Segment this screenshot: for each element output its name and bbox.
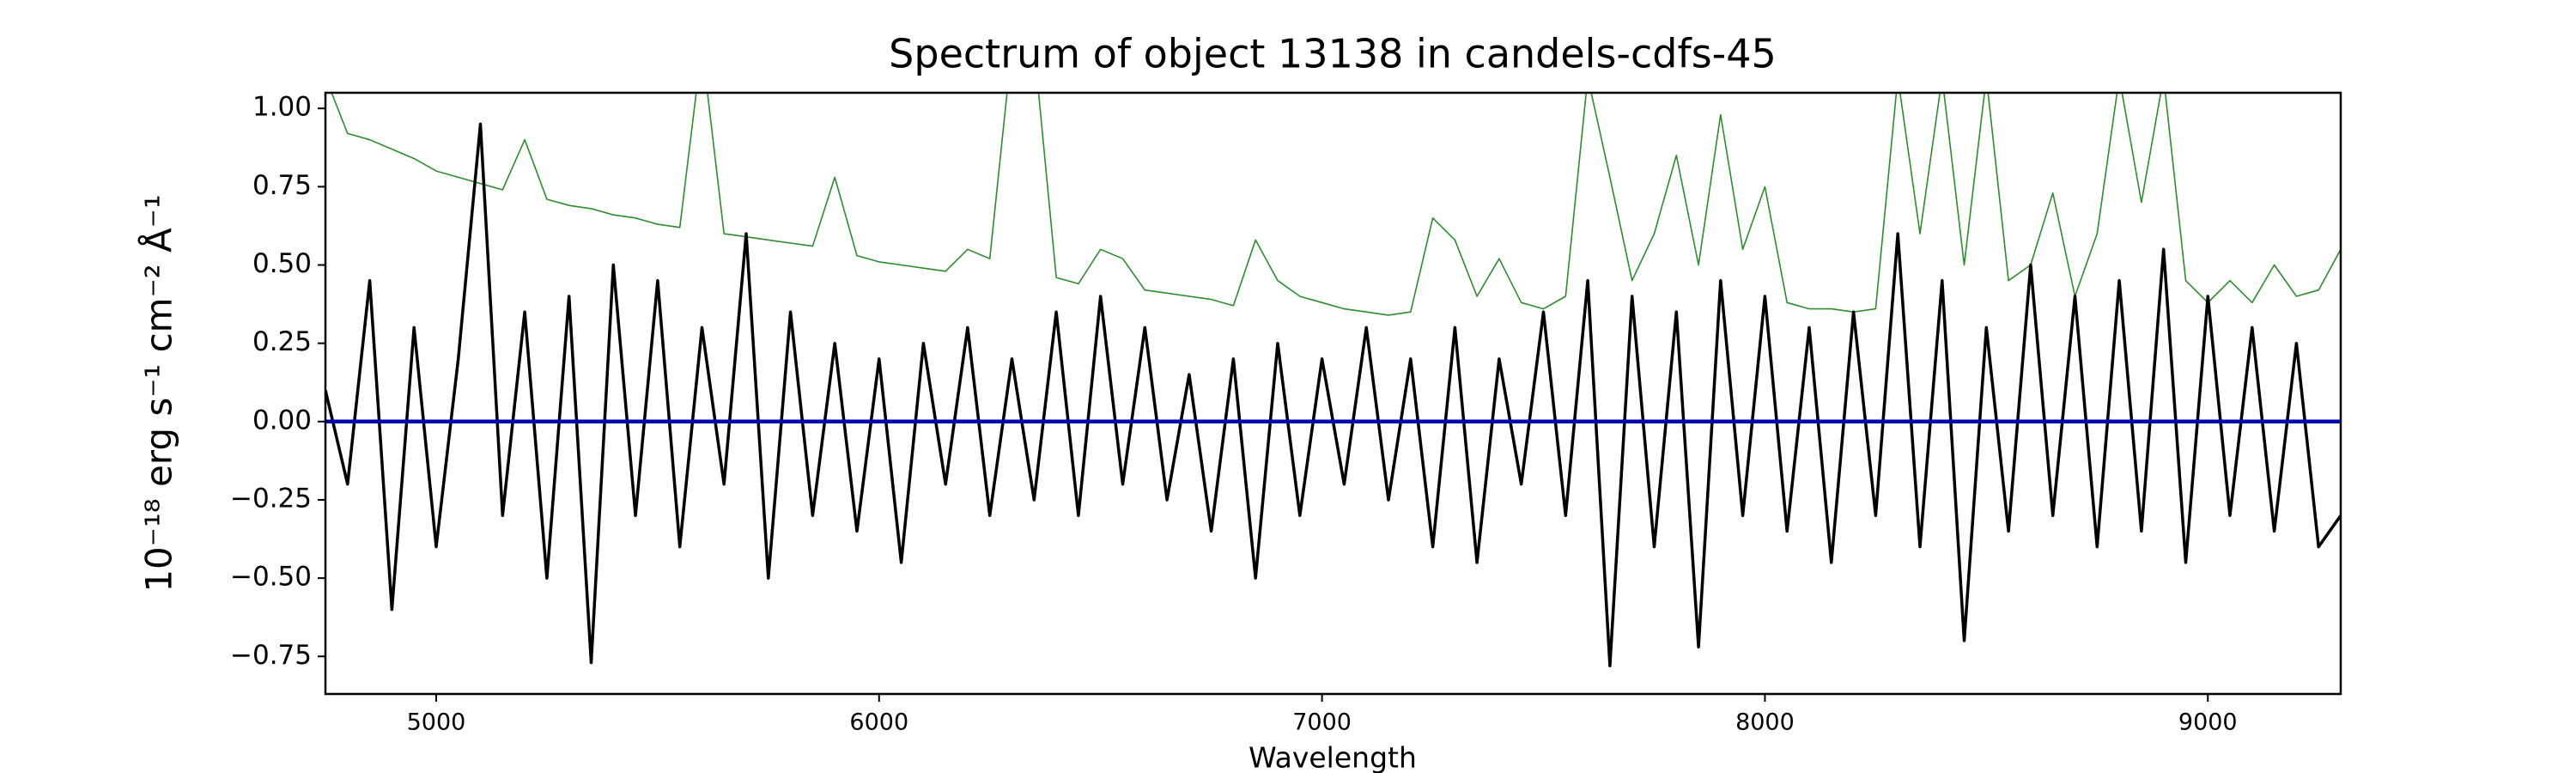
y-tick-label: 0.75 <box>252 170 312 201</box>
y-tick-label: 1.00 <box>252 92 312 123</box>
plot-area <box>325 93 2341 667</box>
plot-frame <box>324 91 2342 696</box>
y-tick-label: −0.75 <box>230 640 312 671</box>
y-axis-label: 10⁻¹⁸ erg s⁻¹ cm⁻² Å⁻¹ <box>137 194 180 592</box>
spectrum-line <box>325 122 2341 667</box>
y-tick-label: −0.50 <box>230 562 312 593</box>
y-tick-label: −0.25 <box>230 483 312 514</box>
spectrum-line <box>331 93 2341 316</box>
x-tick-label: 9000 <box>2178 709 2238 736</box>
y-tick-label: 0.25 <box>252 326 312 357</box>
x-axis-label: Wavelength <box>1249 741 1417 773</box>
x-tick-label: 8000 <box>1735 709 1795 736</box>
y-tick-label: 0.00 <box>252 405 312 435</box>
chart-title: Spectrum of object 13138 in candels-cdfs… <box>889 31 1777 77</box>
x-tick-label: 5000 <box>407 709 466 736</box>
y-tick-label: 0.50 <box>252 248 312 279</box>
x-tick-label: 6000 <box>849 709 908 736</box>
x-tick-label: 7000 <box>1292 709 1352 736</box>
